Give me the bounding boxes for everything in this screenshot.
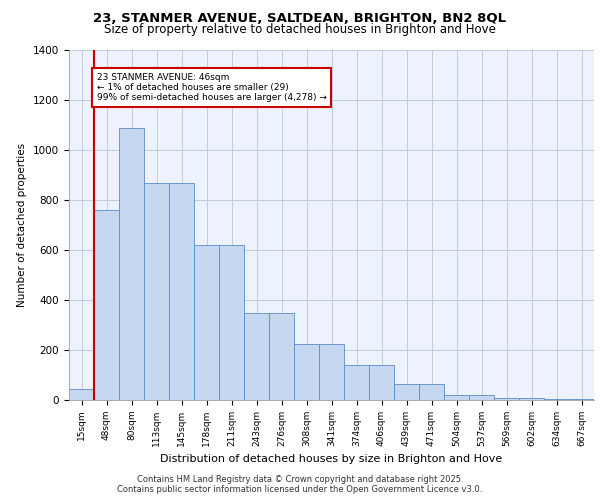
Text: Contains HM Land Registry data © Crown copyright and database right 2025.
Contai: Contains HM Land Registry data © Crown c… — [118, 474, 482, 494]
Bar — [169, 182, 194, 400]
Bar — [469, 395, 494, 400]
Bar — [369, 365, 394, 400]
Bar — [269, 312, 294, 400]
Bar — [394, 384, 419, 400]
Bar — [344, 365, 369, 400]
Bar — [569, 399, 594, 400]
Bar — [294, 344, 319, 400]
Bar — [119, 128, 144, 400]
Bar — [144, 182, 169, 400]
Bar — [494, 398, 519, 400]
Text: 23, STANMER AVENUE, SALTDEAN, BRIGHTON, BN2 8QL: 23, STANMER AVENUE, SALTDEAN, BRIGHTON, … — [94, 12, 506, 26]
Bar — [544, 399, 569, 400]
X-axis label: Distribution of detached houses by size in Brighton and Hove: Distribution of detached houses by size … — [160, 454, 503, 464]
Bar — [194, 245, 219, 400]
Bar — [219, 245, 244, 400]
Bar — [69, 389, 94, 400]
Bar — [444, 395, 469, 400]
Bar — [94, 210, 119, 400]
Text: Size of property relative to detached houses in Brighton and Hove: Size of property relative to detached ho… — [104, 22, 496, 36]
Bar — [519, 398, 544, 400]
Bar — [419, 384, 444, 400]
Text: 23 STANMER AVENUE: 46sqm
← 1% of detached houses are smaller (29)
99% of semi-de: 23 STANMER AVENUE: 46sqm ← 1% of detache… — [97, 72, 327, 102]
Y-axis label: Number of detached properties: Number of detached properties — [17, 143, 28, 307]
Bar — [319, 344, 344, 400]
Bar — [244, 312, 269, 400]
